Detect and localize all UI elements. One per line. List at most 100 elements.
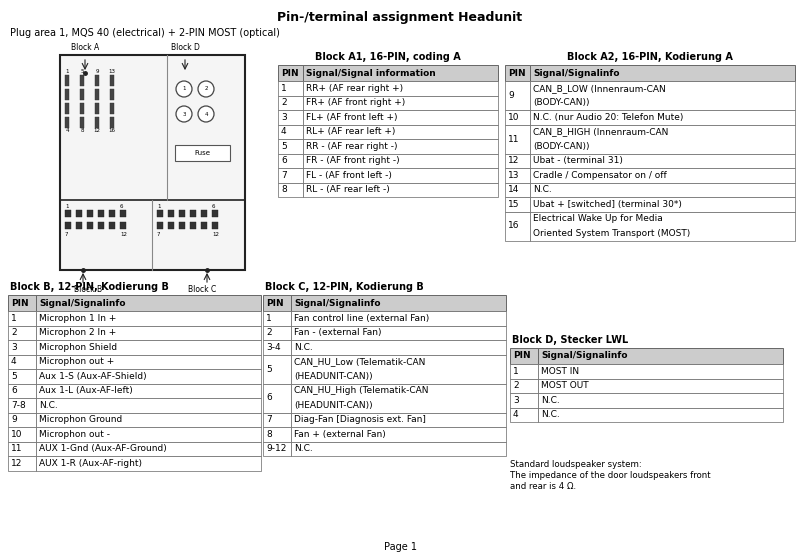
Bar	[95, 103, 99, 114]
Text: RR+ (AF rear right +): RR+ (AF rear right +)	[306, 84, 403, 93]
Text: N.C.: N.C.	[39, 401, 58, 410]
Bar	[505, 124, 530, 153]
Text: Signal/Signalinfo: Signal/Signalinfo	[541, 352, 627, 361]
Text: 2: 2	[204, 86, 208, 91]
Bar	[8, 441, 36, 456]
Bar	[179, 222, 185, 229]
Text: 10: 10	[508, 113, 519, 122]
Text: FL - (AF front left -): FL - (AF front left -)	[306, 171, 392, 180]
Bar	[36, 340, 261, 354]
Bar	[278, 81, 303, 96]
Text: 2: 2	[513, 381, 518, 390]
Text: FR+ (AF front right +): FR+ (AF front right +)	[306, 98, 406, 108]
Text: Block B, 12-PIN, Kodierung B: Block B, 12-PIN, Kodierung B	[10, 282, 169, 292]
Text: 7: 7	[281, 171, 286, 180]
Text: Standard loudspeaker system:: Standard loudspeaker system:	[510, 460, 642, 469]
Text: 1: 1	[65, 204, 69, 209]
Bar	[36, 369, 261, 384]
Circle shape	[198, 106, 214, 122]
Text: 6: 6	[266, 394, 272, 403]
Text: PIN: PIN	[11, 298, 29, 307]
Circle shape	[198, 81, 214, 97]
Text: Cradle / Compensator on / off: Cradle / Compensator on / off	[533, 171, 666, 180]
Bar	[263, 354, 291, 384]
Text: 12: 12	[508, 156, 519, 165]
Bar	[263, 384, 291, 413]
Bar	[179, 210, 185, 217]
Bar	[65, 210, 71, 217]
Text: and rear is 4 Ω.: and rear is 4 Ω.	[510, 482, 576, 491]
Bar	[291, 413, 506, 427]
Text: 16: 16	[109, 128, 115, 133]
Text: Pin-/terminal assignment Headunit: Pin-/terminal assignment Headunit	[278, 11, 522, 24]
Bar	[109, 222, 115, 229]
Bar	[80, 103, 84, 114]
Text: 7-8: 7-8	[11, 401, 26, 410]
Bar	[505, 65, 530, 81]
Circle shape	[176, 81, 192, 97]
Text: Block A1, 16-PIN, coding A: Block A1, 16-PIN, coding A	[315, 52, 461, 62]
Bar	[291, 340, 506, 354]
Text: 3-4: 3-4	[266, 343, 281, 352]
Bar	[95, 89, 99, 100]
Bar	[530, 65, 795, 81]
Text: 1: 1	[66, 69, 69, 74]
Bar	[65, 89, 69, 100]
Bar	[505, 197, 530, 212]
Text: RL+ (AF rear left +): RL+ (AF rear left +)	[306, 127, 395, 136]
Text: N.C.: N.C.	[533, 185, 552, 194]
Bar	[510, 408, 538, 422]
Bar	[8, 456, 36, 470]
Bar	[8, 369, 36, 384]
Bar	[212, 210, 218, 217]
Bar	[175, 145, 230, 161]
Bar	[76, 210, 82, 217]
Bar	[36, 427, 261, 441]
Text: Fan control line (external Fan): Fan control line (external Fan)	[294, 314, 430, 323]
Text: Ubat - (terminal 31): Ubat - (terminal 31)	[533, 156, 623, 165]
Bar	[510, 348, 538, 364]
Bar	[505, 183, 530, 197]
Bar	[157, 210, 163, 217]
Text: 3: 3	[281, 113, 286, 122]
Text: PIN: PIN	[266, 298, 284, 307]
Text: N.C.: N.C.	[541, 410, 560, 419]
Text: 6: 6	[120, 204, 123, 209]
Text: 2: 2	[281, 98, 286, 108]
Bar	[87, 210, 93, 217]
Text: Block B: Block B	[74, 285, 102, 294]
Bar	[263, 311, 291, 325]
Circle shape	[176, 106, 192, 122]
Bar	[36, 456, 261, 470]
Text: Diag-Fan [Diagnosis ext. Fan]: Diag-Fan [Diagnosis ext. Fan]	[294, 416, 426, 424]
Bar	[278, 110, 303, 124]
Text: CAN_HU_High (Telematik-CAN: CAN_HU_High (Telematik-CAN	[294, 386, 429, 395]
Bar	[505, 168, 530, 183]
Text: 4: 4	[66, 128, 69, 133]
Text: Signal/Signalinfo: Signal/Signalinfo	[294, 298, 381, 307]
Bar	[263, 413, 291, 427]
Text: 12: 12	[11, 459, 22, 468]
Bar	[278, 168, 303, 183]
Bar	[8, 427, 36, 441]
Bar	[8, 354, 36, 369]
Bar	[8, 384, 36, 398]
Text: 6: 6	[212, 204, 215, 209]
Bar	[120, 210, 126, 217]
Text: RL - (AF rear left -): RL - (AF rear left -)	[306, 185, 390, 194]
Bar	[505, 81, 530, 110]
Text: 9-12: 9-12	[266, 444, 286, 453]
Text: 15: 15	[508, 200, 519, 209]
Text: CAN_HU_Low (Telematik-CAN: CAN_HU_Low (Telematik-CAN	[294, 357, 426, 366]
Bar	[530, 110, 795, 124]
Bar	[80, 117, 84, 128]
Bar	[291, 354, 506, 384]
Bar	[190, 222, 196, 229]
Bar	[505, 153, 530, 168]
Text: Oriented System Transport (MOST): Oriented System Transport (MOST)	[533, 228, 690, 238]
Text: FR - (AF front right -): FR - (AF front right -)	[306, 156, 400, 165]
Text: 1: 1	[281, 84, 286, 93]
Bar	[120, 222, 126, 229]
Bar	[190, 210, 196, 217]
Text: N.C.: N.C.	[294, 444, 313, 453]
